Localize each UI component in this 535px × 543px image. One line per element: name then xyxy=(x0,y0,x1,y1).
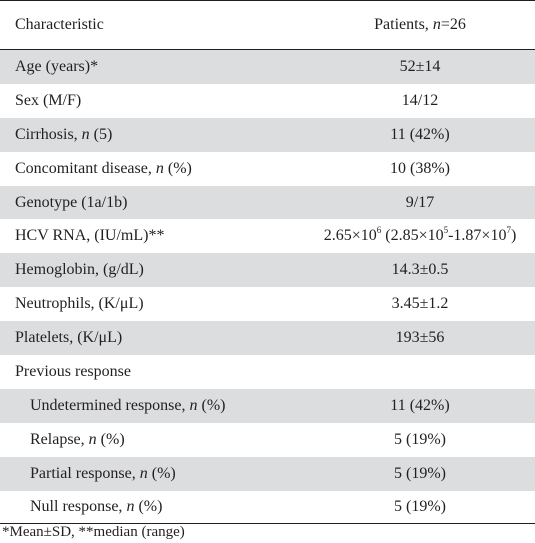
table-row-neutrophils: Neutrophils, (K/μL) 3.45±1.2 xyxy=(0,287,535,321)
row-label: Sex (M/F) xyxy=(15,91,82,109)
row-label: Concomitant disease, n (%) xyxy=(15,159,192,177)
table-row-partial-response: Partial response, n (%) 5 (19%) xyxy=(0,456,535,491)
row-value: 11 (42%) xyxy=(390,396,450,414)
table-row-platelets: Platelets, (K/μL) 193±56 xyxy=(0,321,535,356)
header-patients: Patients, n=26 xyxy=(374,16,466,33)
table-row-age: Age (years)* 52±14 xyxy=(0,50,535,84)
row-label: Genotype (1a/1b) xyxy=(15,193,128,211)
table-row-previous-response: Previous response xyxy=(0,355,535,389)
row-label: Previous response xyxy=(15,362,131,380)
table-row-relapse: Relapse, n (%) 5 (19%) xyxy=(0,423,535,457)
row-label: Platelets, (K/μL) xyxy=(15,329,123,347)
row-label: Null response, n (%) xyxy=(30,498,163,516)
header-characteristic: Characteristic xyxy=(15,16,104,33)
row-label: Age (years)* xyxy=(15,57,99,75)
row-value: 5 (19%) xyxy=(394,430,446,448)
row-value: 14.3±0.5 xyxy=(391,261,449,279)
row-value: 3.45±1.2 xyxy=(391,295,449,313)
row-value: 5 (19%) xyxy=(394,464,446,482)
row-value: 11 (42%) xyxy=(390,125,450,143)
table-row-genotype: Genotype (1a/1b) 9/17 xyxy=(0,185,535,220)
row-label: Partial response, n (%) xyxy=(30,464,176,482)
row-value: 9/17 xyxy=(405,193,435,211)
table-footnote: *Mean±SD, **median (range) xyxy=(2,524,185,540)
table-row-hemoglobin: Hemoglobin, (g/dL) 14.3±0.5 xyxy=(0,253,535,288)
table-row-null-response: Null response, n (%) 5 (19%) xyxy=(0,491,535,525)
row-label: Relapse, n (%) xyxy=(30,430,125,448)
row-value: 193±56 xyxy=(395,329,445,347)
row-value: 10 (38%) xyxy=(390,159,450,177)
row-label: Cirrhosis, n (5) xyxy=(15,125,113,143)
row-label: Undetermined response, n (%) xyxy=(30,396,226,414)
row-value: 14/12 xyxy=(401,91,439,109)
table-row-undetermined-response: Undetermined response, n (%) 11 (42%) xyxy=(0,388,535,423)
row-label: Hemoglobin, (g/dL) xyxy=(15,261,144,279)
row-value: 2.65×106 (2.85×105-1.87×107) xyxy=(323,225,517,245)
table-row-sex: Sex (M/F) 14/12 xyxy=(0,84,535,118)
row-label: HCV RNA, (IU/mL)** xyxy=(15,227,165,245)
table-header-row: Characteristic Patients, n=26 xyxy=(0,0,535,50)
row-value: 52±14 xyxy=(399,57,441,75)
row-value: 5 (19%) xyxy=(394,498,446,516)
characteristics-table: Characteristic Patients, n=26 Age (years… xyxy=(0,0,535,525)
table-row-concomitant-disease: Concomitant disease, n (%) 10 (38%) xyxy=(0,152,535,186)
row-label: Neutrophils, (K/μL) xyxy=(15,295,144,313)
table-row-hcv-rna: HCV RNA, (IU/mL)** 2.65×106 (2.85×105-1.… xyxy=(0,219,535,253)
table-row-cirrhosis: Cirrhosis, n (5) 11 (42%) xyxy=(0,117,535,152)
